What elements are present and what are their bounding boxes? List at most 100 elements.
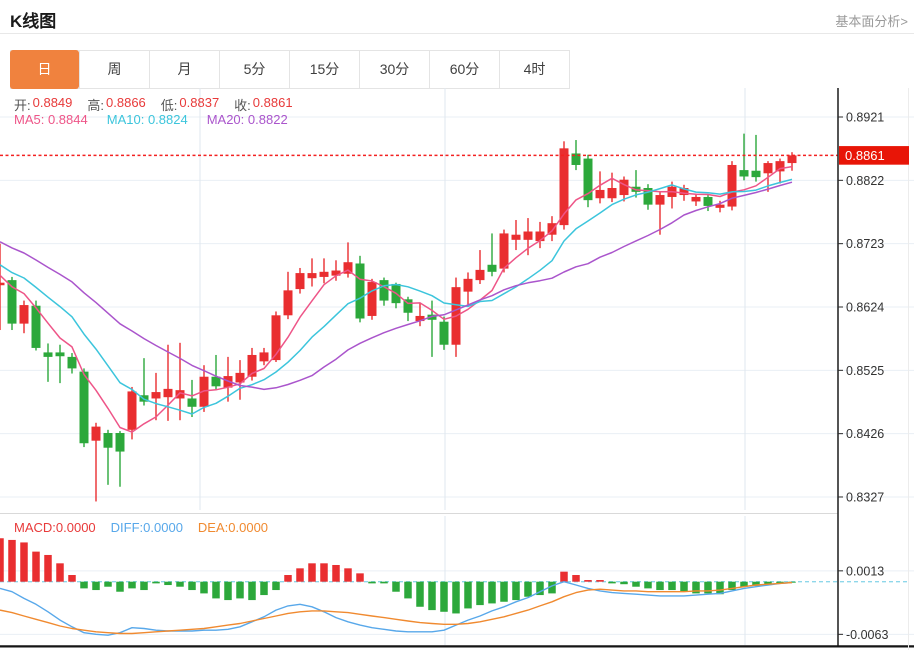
candle-body[interactable] — [7, 280, 17, 324]
candle-body[interactable] — [343, 262, 353, 274]
macd-bar[interactable] — [32, 551, 40, 582]
macd-bar[interactable] — [752, 581, 760, 586]
candle-wick[interactable] — [479, 250, 481, 284]
tab-5min[interactable]: 5分 — [219, 51, 289, 88]
candle-body[interactable] — [175, 390, 185, 399]
candle-body[interactable] — [0, 282, 5, 286]
macd-bar[interactable] — [20, 542, 28, 582]
candle-wick[interactable] — [215, 354, 217, 391]
macd-bar[interactable] — [224, 581, 232, 601]
macd-bar[interactable] — [80, 581, 88, 589]
candle-wick[interactable] — [47, 343, 49, 382]
tab-30min[interactable]: 30分 — [359, 51, 429, 88]
candle-body[interactable] — [751, 170, 761, 178]
candle-body[interactable] — [691, 196, 701, 202]
candle-body[interactable] — [379, 280, 389, 301]
macd-bar[interactable] — [632, 581, 640, 587]
candle-wick[interactable] — [611, 172, 613, 203]
candle-wick[interactable] — [755, 134, 757, 182]
candle-body[interactable] — [487, 264, 497, 272]
macd-bar[interactable] — [704, 581, 712, 594]
macd-bar[interactable] — [560, 571, 568, 582]
macd-bar[interactable] — [692, 581, 700, 594]
candle-wick[interactable] — [119, 431, 121, 487]
macd-bar[interactable] — [644, 581, 652, 589]
macd-bar[interactable] — [728, 581, 736, 591]
macd-bar[interactable] — [164, 581, 172, 586]
candle-body[interactable] — [595, 189, 605, 199]
macd-bar[interactable] — [296, 568, 304, 582]
candle-body[interactable] — [127, 391, 137, 430]
candle-body[interactable] — [67, 356, 77, 369]
macd-bar[interactable] — [512, 581, 520, 601]
macd-bar[interactable] — [0, 538, 4, 582]
candle-wick[interactable] — [419, 302, 421, 327]
candle-wick[interactable] — [59, 344, 61, 384]
candle-body[interactable] — [415, 315, 425, 322]
candle-body[interactable] — [115, 433, 125, 452]
candle-body[interactable] — [727, 164, 737, 207]
candle-body[interactable] — [211, 376, 221, 387]
candle-body[interactable] — [439, 321, 449, 345]
candle-body[interactable] — [31, 305, 41, 348]
macd-bar[interactable] — [476, 581, 484, 606]
tab-15min[interactable]: 15分 — [289, 51, 359, 88]
candle-wick[interactable] — [635, 170, 637, 198]
candle-body[interactable] — [655, 195, 665, 205]
macd-bar[interactable] — [284, 575, 292, 582]
candle-wick[interactable] — [143, 358, 145, 406]
candle-body[interactable] — [235, 372, 245, 383]
macd-bar[interactable] — [620, 581, 628, 585]
candle-body[interactable] — [679, 188, 689, 196]
macd-bar[interactable] — [572, 575, 580, 582]
macd-bar[interactable] — [668, 581, 676, 591]
candle-body[interactable] — [91, 426, 101, 441]
macd-bar[interactable] — [440, 581, 448, 612]
macd-bar[interactable] — [248, 581, 256, 601]
candle-body[interactable] — [607, 188, 617, 199]
macd-bar[interactable] — [368, 581, 376, 584]
tab-60min[interactable]: 60分 — [429, 51, 499, 88]
macd-bar[interactable] — [188, 581, 196, 591]
candle-body[interactable] — [619, 179, 629, 196]
macd-bar[interactable] — [500, 581, 508, 602]
candle-body[interactable] — [547, 223, 557, 235]
macd-bar[interactable] — [452, 581, 460, 614]
macd-bar[interactable] — [92, 581, 100, 591]
candle-body[interactable] — [259, 352, 269, 362]
macd-bar[interactable] — [308, 563, 316, 582]
candle-body[interactable] — [55, 352, 65, 357]
macd-bar[interactable] — [56, 563, 64, 582]
tab-4hour[interactable]: 4时 — [499, 51, 569, 88]
macd-bar[interactable] — [260, 581, 268, 596]
candle-body[interactable] — [223, 376, 233, 388]
macd-bar[interactable] — [212, 581, 220, 599]
candle-body[interactable] — [103, 433, 113, 448]
macd-bar[interactable] — [680, 581, 688, 592]
candle-body[interactable] — [271, 315, 281, 361]
tab-month[interactable]: 月 — [149, 51, 219, 88]
macd-bar[interactable] — [380, 581, 388, 584]
candle-wick[interactable] — [0, 243, 1, 331]
candle-body[interactable] — [163, 388, 173, 398]
candle-body[interactable] — [763, 163, 773, 174]
candle-body[interactable] — [367, 282, 377, 316]
candle-body[interactable] — [79, 371, 89, 444]
macd-bar[interactable] — [764, 581, 772, 586]
macd-bar[interactable] — [332, 564, 340, 582]
macd-bar[interactable] — [344, 568, 352, 582]
candle-body[interactable] — [199, 376, 209, 407]
candle-body[interactable] — [151, 392, 161, 399]
macd-bar[interactable] — [116, 581, 124, 592]
fundamental-analysis-link[interactable]: 基本面分析> — [835, 14, 908, 29]
candle-body[interactable] — [355, 263, 365, 319]
macd-bar[interactable] — [200, 581, 208, 594]
macd-bar[interactable] — [320, 563, 328, 582]
macd-bar[interactable] — [104, 581, 112, 587]
candle-body[interactable] — [787, 155, 797, 164]
candle-wick[interactable] — [347, 242, 349, 278]
candle-body[interactable] — [535, 231, 545, 242]
macd-bar[interactable] — [140, 581, 148, 591]
macd-bar[interactable] — [596, 580, 604, 582]
